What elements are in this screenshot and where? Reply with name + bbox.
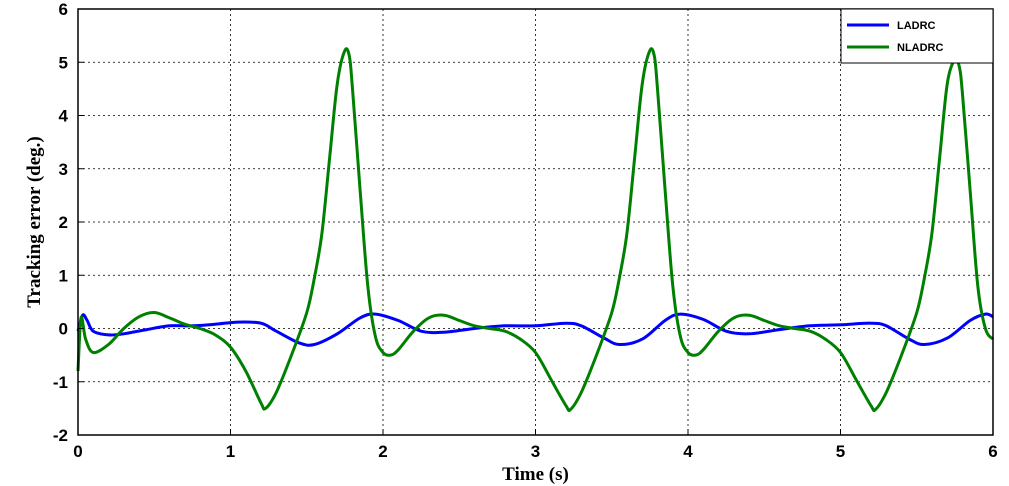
series-line-nladrc xyxy=(76,47,995,413)
y-tick-label: 5 xyxy=(59,53,68,72)
x-tick-label: 6 xyxy=(988,442,997,461)
y-tick-label: 2 xyxy=(59,213,68,232)
x-tick-label: 0 xyxy=(73,442,82,461)
y-tick-label: 3 xyxy=(59,160,68,179)
y-tick-label: 4 xyxy=(59,107,69,126)
y-axis-label: Tracking error (deg.) xyxy=(24,136,45,308)
legend: LADRC NLADRC xyxy=(840,8,994,64)
legend-box xyxy=(840,8,994,64)
x-tick-label: 3 xyxy=(531,442,540,461)
y-tick-label: 6 xyxy=(59,0,68,19)
grid xyxy=(78,9,993,435)
plot-lines xyxy=(76,47,995,413)
y-tick-label: -2 xyxy=(53,426,68,445)
y-tick-label: 0 xyxy=(59,320,68,339)
y-tick-label: 1 xyxy=(59,266,68,285)
legend-label-ladrc: LADRC xyxy=(897,20,936,32)
ticks: 0 1 2 3 4 5 6 -2 -1 0 1 2 3 4 5 6 xyxy=(53,0,998,461)
plot-frame xyxy=(77,8,994,436)
x-tick-label: 1 xyxy=(226,442,235,461)
series-line-ladrc xyxy=(76,312,994,347)
x-tick-label: 2 xyxy=(378,442,387,461)
x-axis-label: Time (s) xyxy=(502,464,569,485)
legend-label-nladrc: NLADRC xyxy=(897,42,943,54)
x-tick-label: 4 xyxy=(683,442,693,461)
y-tick-label: -1 xyxy=(53,373,68,392)
x-tick-label: 5 xyxy=(836,442,845,461)
